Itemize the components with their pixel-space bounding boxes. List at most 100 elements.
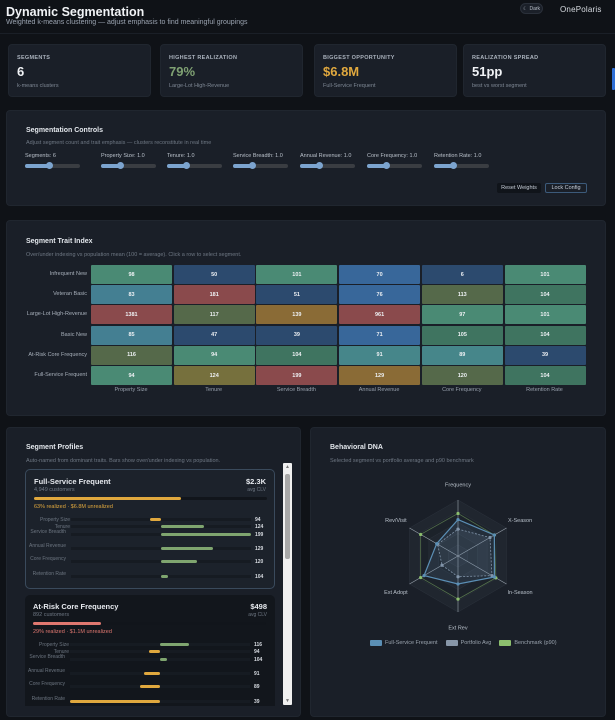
slider-track[interactable] xyxy=(300,162,355,169)
profiles-subtitle: Auto-named from dominant traits. Bars sh… xyxy=(26,458,221,464)
heatmap-row-label[interactable]: Full-Service Frequent xyxy=(34,372,87,378)
heatmap-cell[interactable]: 117 xyxy=(173,305,255,325)
heatmap-cell[interactable]: 120 xyxy=(421,366,503,385)
weight-slider[interactable]: Property Size: 1.0 xyxy=(101,153,161,169)
heatmap-column-label: Tenure xyxy=(205,387,223,393)
profiles-scrollbar[interactable]: ▲ ▼ xyxy=(283,463,292,705)
heatmap-cell[interactable]: 51 xyxy=(256,285,338,305)
heatmap-row-label[interactable]: Large-Lot High-Revenue xyxy=(26,311,87,318)
heatmap-cell[interactable]: 104 xyxy=(504,285,586,305)
kpi-value: 79% xyxy=(169,64,196,79)
heatmap-cell[interactable]: 101 xyxy=(256,265,338,284)
realization-bar xyxy=(33,622,266,625)
heatmap-row-label[interactable]: Veteran Basic xyxy=(53,291,87,298)
trait-bar xyxy=(70,700,160,703)
trait-value: 39 xyxy=(254,698,260,705)
trait-label: Core Frequency xyxy=(30,556,66,562)
segment-profile-card[interactable]: At-Risk Core Frequency 892 customers $498 a… xyxy=(25,595,275,706)
realization-fill xyxy=(33,622,101,625)
slider-track[interactable] xyxy=(167,162,222,169)
heatmap-cell[interactable]: 104 xyxy=(256,345,338,365)
scroll-down-arrow-icon[interactable]: ▼ xyxy=(285,698,290,704)
heatmap-cell[interactable]: 961 xyxy=(339,305,421,325)
heatmap-cell[interactable]: 6 xyxy=(421,265,503,284)
heatmap-cell[interactable]: 199 xyxy=(256,366,338,385)
heatmap-cell[interactable]: 116 xyxy=(91,345,172,365)
heatmap-cell[interactable]: 97 xyxy=(421,305,503,325)
heatmap-cell[interactable]: 101 xyxy=(504,305,586,325)
heatmap-cell[interactable]: 1381 xyxy=(91,305,172,325)
heatmap-cell[interactable]: 124 xyxy=(173,366,255,385)
weight-slider[interactable]: Annual Revenue: 1.0 xyxy=(300,153,360,169)
kpi-sub: k-means clusters xyxy=(17,83,59,89)
slider-track[interactable] xyxy=(25,162,80,169)
trait-bar xyxy=(161,547,214,550)
legend-item: Portfolio Avg xyxy=(445,640,492,646)
trait-index-title: Segment Trait Index xyxy=(26,238,93,245)
scroll-up-arrow-icon[interactable]: ▲ xyxy=(285,464,290,470)
radar-point xyxy=(490,574,494,578)
heatmap-cell[interactable]: 129 xyxy=(339,366,421,385)
heatmap-cell[interactable]: 70 xyxy=(339,265,421,284)
trait-bar xyxy=(143,672,160,675)
heatmap-cell[interactable]: 105 xyxy=(421,325,503,345)
slider-thumb[interactable] xyxy=(117,162,125,169)
slider-track[interactable] xyxy=(233,162,288,169)
heatmap-cell[interactable]: 101 xyxy=(504,265,586,284)
slider-thumb[interactable] xyxy=(183,162,191,169)
heatmap-row-label[interactable]: Infrequent New xyxy=(49,271,87,277)
heatmap-cell[interactable]: 94 xyxy=(91,366,172,385)
heatmap-cell[interactable]: 98 xyxy=(91,265,172,284)
slider-track[interactable] xyxy=(434,162,489,169)
legend-label: Benchmark (p90) xyxy=(514,640,557,646)
heatmap-cell[interactable]: 83 xyxy=(91,285,172,305)
slider-thumb[interactable] xyxy=(46,162,54,169)
weight-slider[interactable]: Segments: 6 xyxy=(25,153,85,169)
slider-track[interactable] xyxy=(367,162,422,169)
theme-toggle-button[interactable]: ☾ Dark xyxy=(520,3,543,14)
lock-config-button[interactable]: Lock Config xyxy=(545,183,587,193)
slider-thumb[interactable] xyxy=(316,162,324,169)
trait-label: Tenure xyxy=(54,523,70,530)
heatmap-cell[interactable]: 104 xyxy=(504,325,586,345)
slider-thumb[interactable] xyxy=(249,162,257,169)
trait-track xyxy=(71,533,251,536)
slider-thumb[interactable] xyxy=(450,162,458,169)
heatmap-cell[interactable]: 91 xyxy=(339,345,421,365)
heatmap-cell[interactable]: 89 xyxy=(421,345,503,365)
slider-thumb[interactable] xyxy=(383,162,391,169)
heatmap-cell[interactable]: 39 xyxy=(504,345,586,365)
heatmap-cell[interactable]: 181 xyxy=(173,285,255,305)
heatmap-cell[interactable]: 50 xyxy=(173,265,255,284)
legend-swatch xyxy=(445,640,458,646)
weight-slider[interactable]: Service Breadth: 1.0 xyxy=(233,153,293,169)
edge-scroll-indicator xyxy=(612,68,615,90)
heatmap-cell[interactable]: 104 xyxy=(504,366,586,385)
trait-bar xyxy=(140,685,160,688)
heatmap-cell[interactable]: 71 xyxy=(339,325,421,345)
segment-profile-card[interactable]: Full-Service Frequent 4,949 customers $2.3… xyxy=(25,469,275,589)
heatmap-cell[interactable]: 85 xyxy=(91,325,172,345)
heatmap-cell[interactable]: 139 xyxy=(256,305,338,325)
heatmap-cell[interactable]: 47 xyxy=(173,325,255,345)
legend-item: Full-Service Frequent xyxy=(370,640,438,646)
trait-value: 129 xyxy=(255,545,264,552)
scrollbar-thumb[interactable] xyxy=(285,474,290,559)
heatmap-cell[interactable]: 76 xyxy=(339,285,421,305)
reset-weights-button[interactable]: Reset Weights xyxy=(497,183,541,193)
slider-track[interactable] xyxy=(101,162,156,169)
slider-label: Service Breadth: 1.0 xyxy=(233,153,283,159)
weight-slider[interactable]: Tenure: 1.0 xyxy=(167,153,227,169)
radar-point xyxy=(456,582,460,586)
weight-slider[interactable]: Core Frequency: 1.0 xyxy=(367,153,427,169)
heatmap-row-label[interactable]: Basic New xyxy=(61,331,87,338)
heatmap-row-label[interactable]: At-Risk Core Frequency xyxy=(28,351,87,358)
heatmap-cell[interactable]: 94 xyxy=(173,345,255,365)
legend-label: Portfolio Avg xyxy=(460,640,492,646)
trait-track xyxy=(71,575,251,578)
weight-slider[interactable]: Retention Rate: 1.0 xyxy=(434,153,494,169)
trait-track xyxy=(71,525,251,528)
heatmap-cell[interactable]: 39 xyxy=(256,325,338,345)
heatmap-cell[interactable]: 113 xyxy=(421,285,503,305)
kpi-label: HIGHEST REALIZATION xyxy=(169,55,238,61)
